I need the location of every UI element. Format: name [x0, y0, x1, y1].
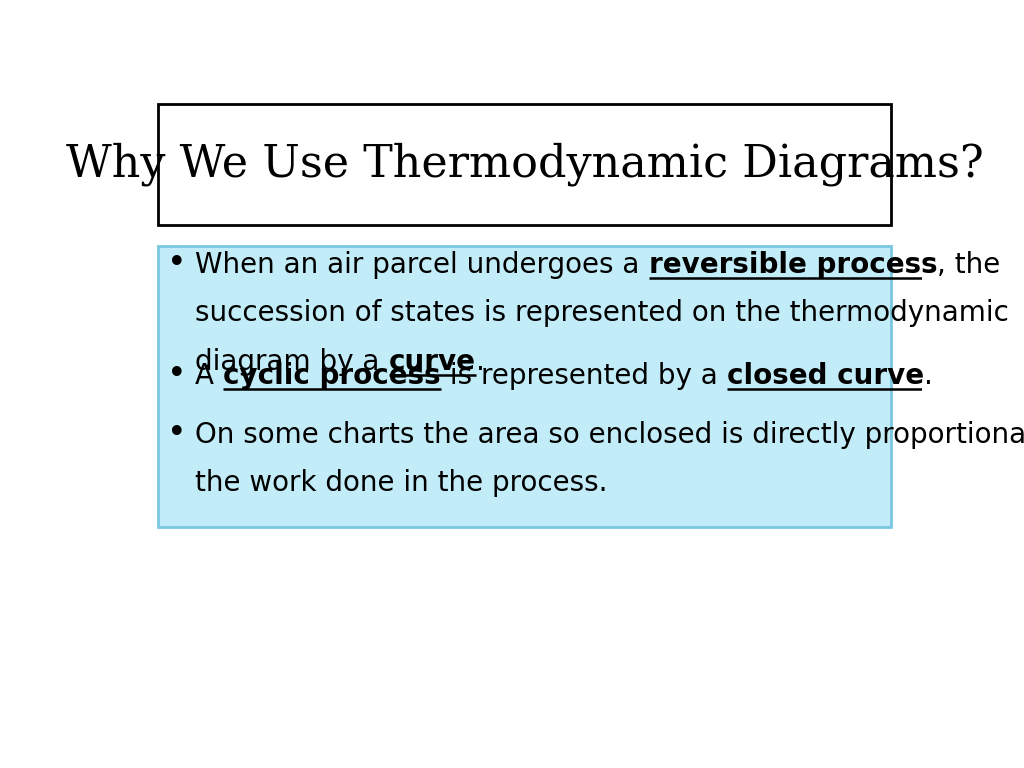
Text: .: .	[476, 347, 484, 376]
Text: •: •	[167, 247, 187, 280]
Text: A: A	[196, 362, 223, 389]
Text: •: •	[167, 358, 187, 391]
Text: closed curve: closed curve	[727, 362, 924, 389]
Text: When an air parcel undergoes a: When an air parcel undergoes a	[196, 250, 649, 279]
Text: curve: curve	[389, 347, 476, 376]
Text: .: .	[924, 362, 933, 389]
Text: the work done in the process.: the work done in the process.	[196, 469, 608, 498]
Text: cyclic process: cyclic process	[223, 362, 441, 389]
FancyBboxPatch shape	[158, 104, 892, 225]
FancyBboxPatch shape	[158, 246, 892, 527]
Text: succession of states is represented on the thermodynamic: succession of states is represented on t…	[196, 299, 1010, 327]
Text: Why We Use Thermodynamic Diagrams?: Why We Use Thermodynamic Diagrams?	[66, 143, 984, 187]
Text: reversible process: reversible process	[649, 250, 937, 279]
Text: , the: , the	[937, 250, 1000, 279]
Text: On some charts the area so enclosed is directly proportional to: On some charts the area so enclosed is d…	[196, 421, 1024, 449]
Text: •: •	[167, 417, 187, 450]
Text: is represented by a: is represented by a	[441, 362, 727, 389]
Text: diagram by a: diagram by a	[196, 347, 389, 376]
